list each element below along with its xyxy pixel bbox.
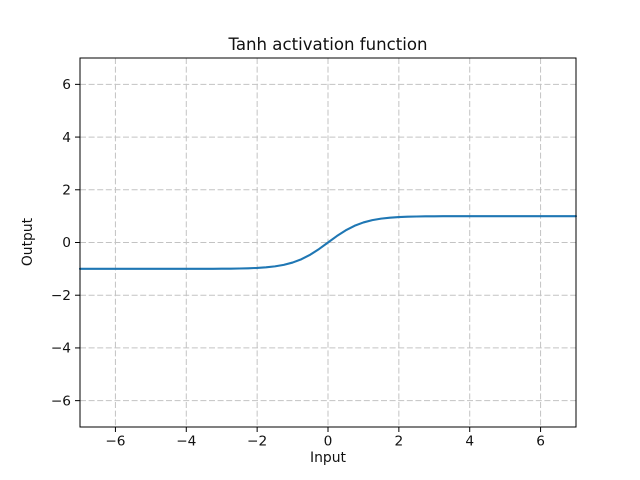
y-tick-label: −2	[51, 288, 71, 304]
y-tick-label: 4	[62, 130, 71, 146]
y-tick-label: 6	[62, 77, 71, 93]
y-tick-label: −6	[51, 393, 71, 409]
y-tick-label: −4	[51, 341, 71, 357]
chart-title: Tanh activation function	[228, 35, 428, 54]
x-tick-label: 6	[536, 434, 545, 450]
x-axis-label: Input	[310, 450, 346, 466]
x-tick-label: −4	[176, 434, 196, 450]
x-tick-label: 2	[394, 434, 403, 450]
tanh-curve	[78, 215, 578, 270]
x-tick-label: −6	[105, 434, 125, 450]
y-tick-label: 2	[62, 182, 71, 198]
x-tick-label: −2	[247, 434, 267, 450]
y-tick-label: 0	[62, 235, 71, 251]
x-tick-label: 0	[324, 434, 333, 450]
y-axis-label: Output	[20, 217, 36, 267]
x-tick-label: 4	[465, 434, 474, 450]
